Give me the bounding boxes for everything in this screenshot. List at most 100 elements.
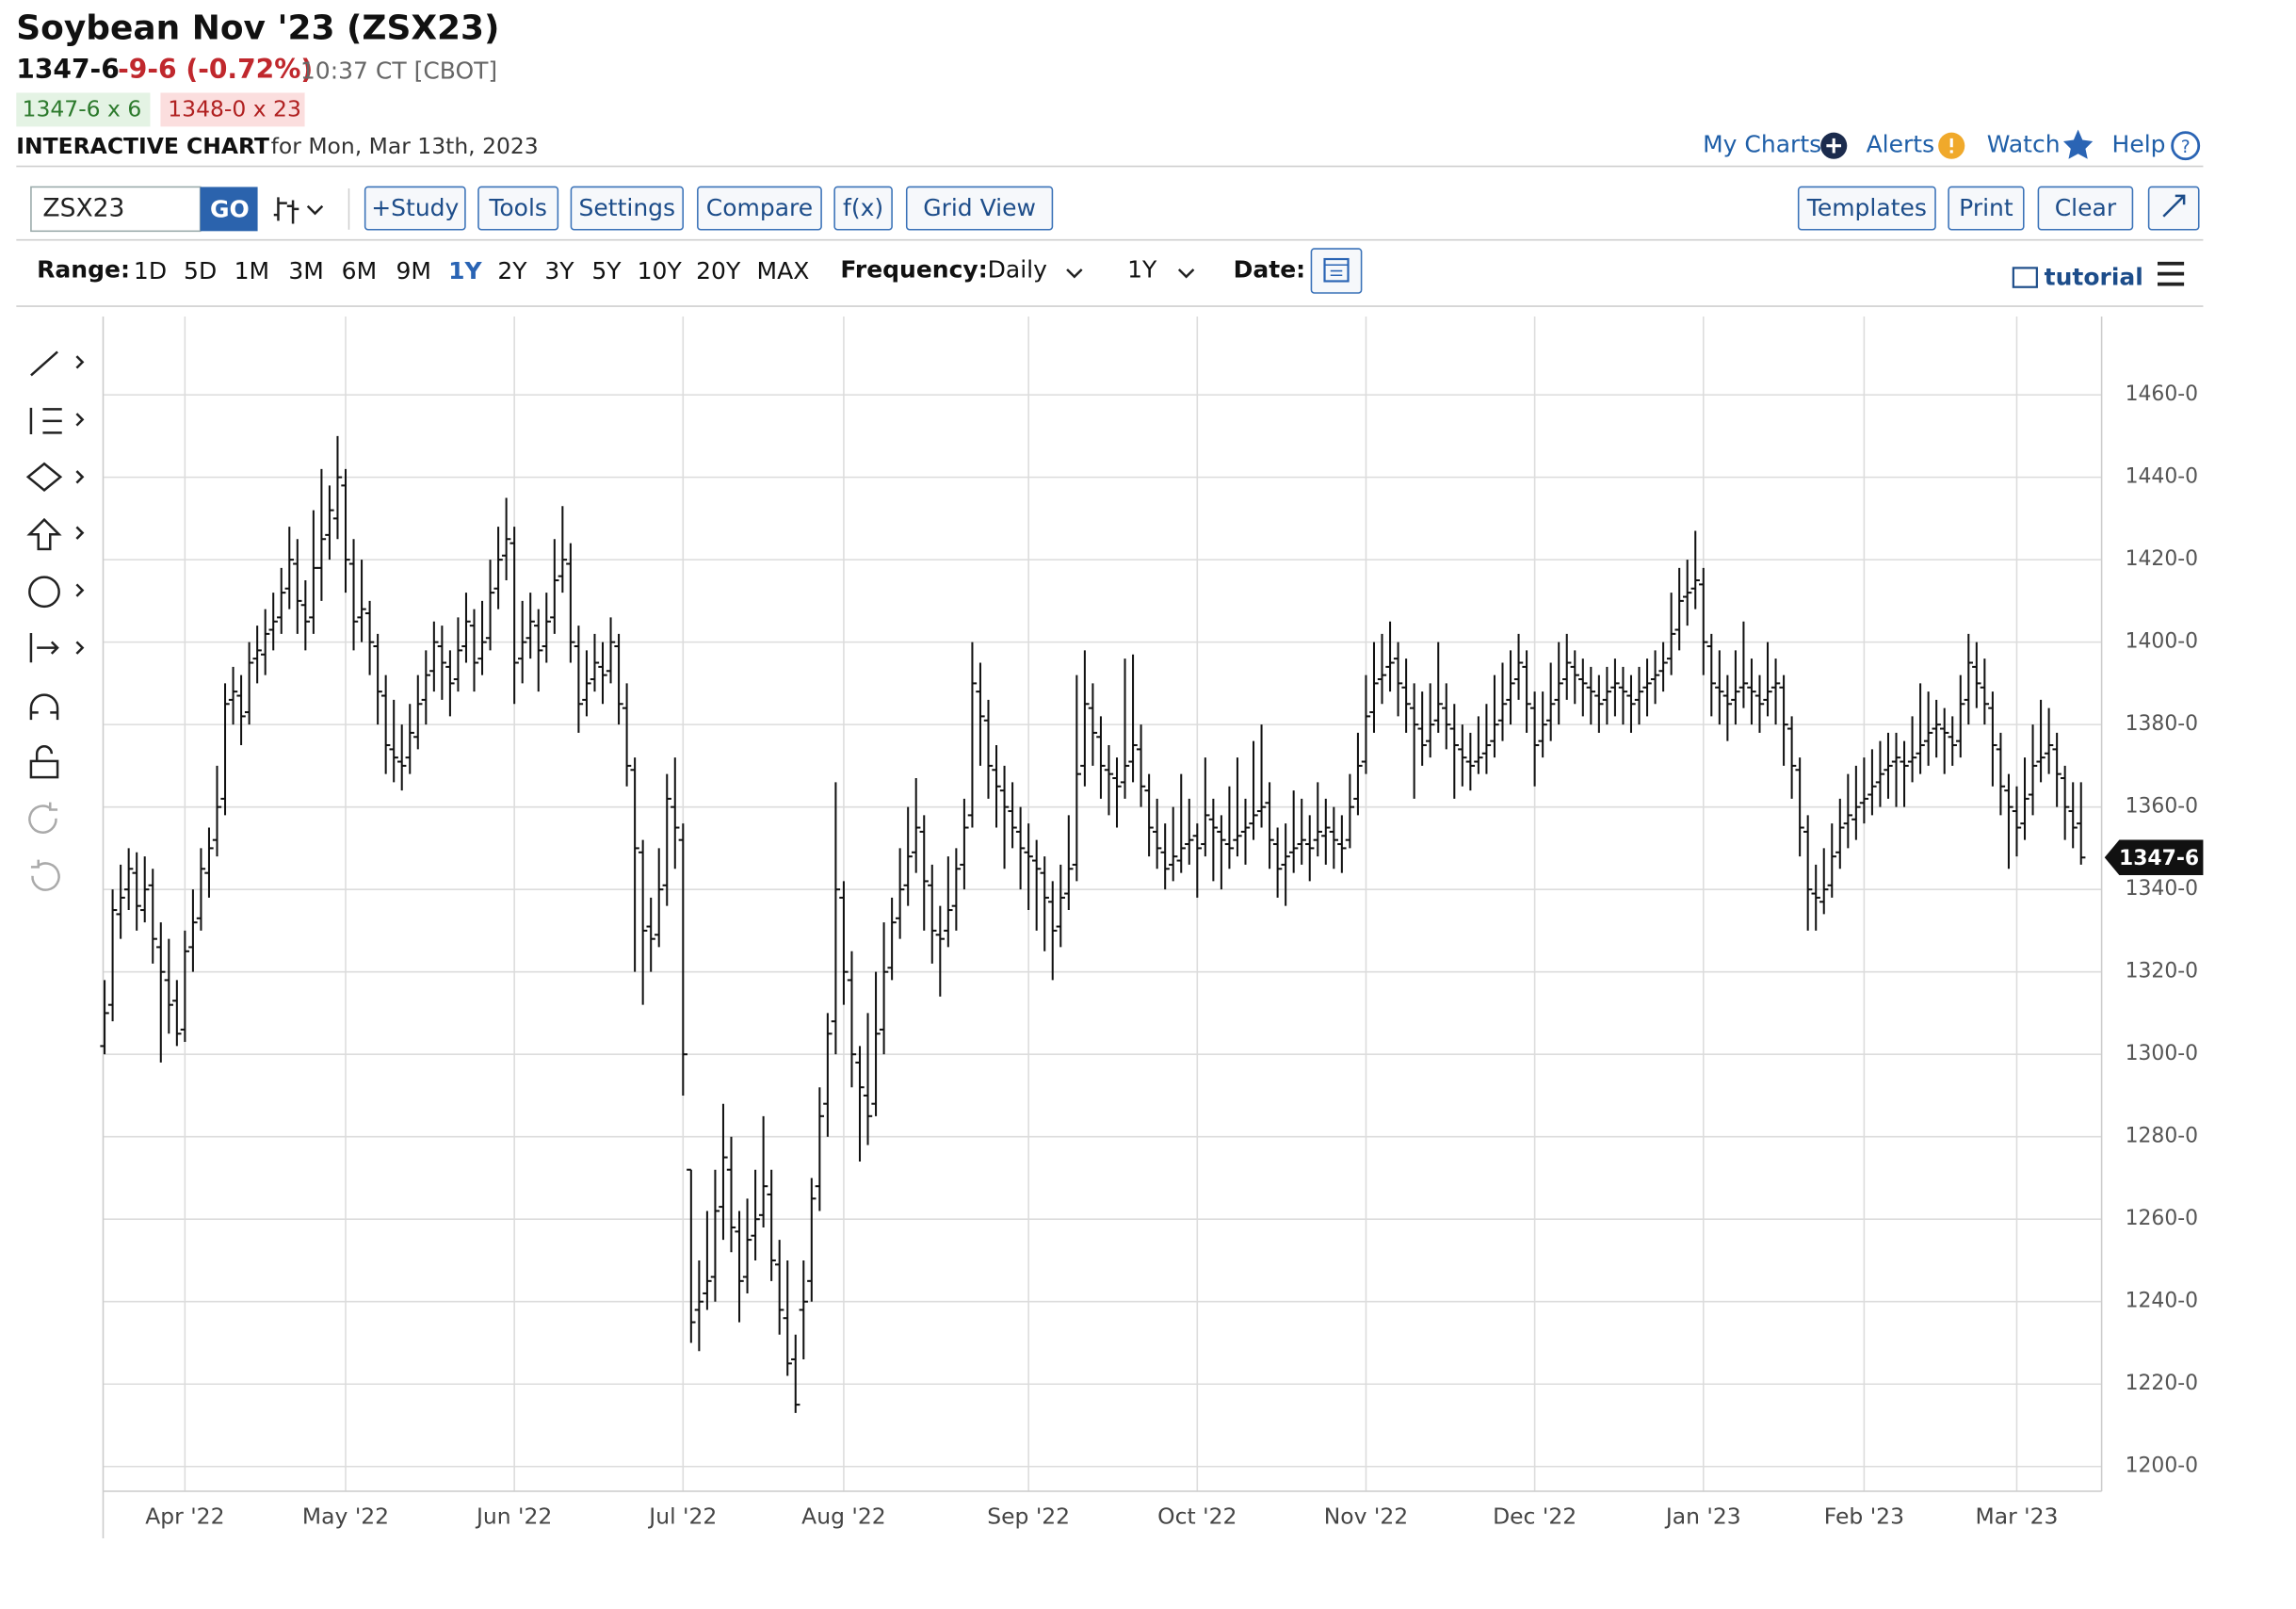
toolbar-button[interactable] bbox=[477, 186, 559, 231]
period-value[interactable]: 1Y bbox=[1127, 256, 1157, 284]
measure-tool[interactable] bbox=[29, 632, 59, 663]
range-option[interactable]: 10Y bbox=[638, 257, 683, 284]
help-glyph: ? bbox=[2181, 138, 2191, 157]
y-tick-label: 1240-0 bbox=[2126, 1290, 2198, 1313]
chevron[interactable] bbox=[1066, 268, 1083, 279]
date-label: Date: bbox=[1234, 256, 1306, 284]
x-tick-label: May '22 bbox=[302, 1503, 389, 1530]
calendar-grid bbox=[1324, 264, 1349, 277]
toolbar-button[interactable] bbox=[570, 186, 684, 231]
toolbar-button[interactable] bbox=[833, 186, 893, 231]
go-button[interactable] bbox=[200, 187, 258, 232]
tutorial-icon bbox=[2012, 267, 2038, 288]
annotation-tool[interactable] bbox=[28, 576, 60, 609]
toolbar-button[interactable] bbox=[697, 186, 822, 231]
toolbar-button[interactable] bbox=[1797, 186, 1936, 231]
trendline-tool[interactable] bbox=[30, 350, 58, 377]
symbol-value: ZSX23 bbox=[42, 193, 124, 222]
toolbar-button[interactable] bbox=[905, 186, 1054, 231]
y-tick-label: 1360-0 bbox=[2126, 795, 2198, 819]
chevron[interactable] bbox=[1177, 268, 1195, 279]
magnet-tool[interactable] bbox=[29, 693, 59, 721]
title: Soybean Nov '23 (ZSX23) bbox=[16, 8, 499, 47]
y-tick-label: 1320-0 bbox=[2126, 960, 2198, 983]
y-tick-label: 1280-0 bbox=[2126, 1125, 2198, 1148]
range-option[interactable]: 3M bbox=[288, 257, 323, 284]
y-tick-label: 1260-0 bbox=[2126, 1207, 2198, 1230]
chart-date: for Mon, Mar 13th, 2023 bbox=[271, 133, 539, 159]
expand-button[interactable] bbox=[2147, 186, 2200, 231]
button-label: f(x) bbox=[843, 194, 883, 221]
help-link[interactable]: Help bbox=[2112, 131, 2166, 158]
chart-label: INTERACTIVE CHART bbox=[16, 133, 269, 159]
drawing-tools bbox=[25, 350, 85, 891]
range-option[interactable]: 5D bbox=[184, 257, 217, 284]
chart-type-icon[interactable] bbox=[273, 197, 299, 224]
button-label: Templates bbox=[1806, 194, 1927, 221]
range-option[interactable]: 5Y bbox=[591, 257, 622, 284]
button-label: +Study bbox=[371, 194, 459, 221]
range-option[interactable]: MAX bbox=[757, 257, 810, 284]
fib-tool[interactable] bbox=[29, 407, 62, 434]
alerts-link[interactable]: Alerts bbox=[1867, 131, 1935, 158]
chevron bbox=[306, 204, 324, 216]
range-option[interactable]: 1M bbox=[234, 257, 269, 284]
price-change: -9-6 (-0.72%) bbox=[118, 54, 313, 85]
help-icon[interactable] bbox=[2171, 131, 2201, 161]
button-label: Clear bbox=[2055, 194, 2117, 221]
button-label: Grid View bbox=[923, 194, 1036, 221]
redo[interactable] bbox=[30, 859, 60, 891]
x-tick-label: Oct '22 bbox=[1157, 1503, 1237, 1530]
y-tick-label: 1420-0 bbox=[2126, 547, 2198, 571]
watch-link[interactable]: Watch bbox=[1987, 131, 2061, 158]
button-label: Tools bbox=[488, 194, 547, 221]
range-option[interactable]: 2Y bbox=[497, 257, 527, 284]
menu-icon[interactable] bbox=[2157, 261, 2185, 286]
frequency-label: Frequency: bbox=[840, 256, 987, 284]
range-option[interactable]: 3Y bbox=[544, 257, 574, 284]
calendar-icon bbox=[1323, 257, 1350, 283]
last-price: 1347-6 bbox=[16, 54, 119, 85]
bid-box bbox=[16, 92, 151, 127]
lock-tool[interactable] bbox=[29, 759, 59, 779]
arrow-tool[interactable] bbox=[26, 517, 62, 551]
y-tick-label: 1220-0 bbox=[2126, 1372, 2198, 1395]
range-option[interactable]: 6M bbox=[342, 257, 377, 284]
x-tick-label: Jun '22 bbox=[475, 1503, 552, 1530]
lock-shackle bbox=[35, 745, 54, 761]
quote-time: 10:37 CT [CBOT] bbox=[300, 57, 497, 85]
my-charts-link[interactable]: My Charts bbox=[1703, 131, 1821, 158]
range-option[interactable]: 20Y bbox=[696, 257, 741, 284]
toolbar-button[interactable] bbox=[364, 186, 466, 231]
ask: 1348-0 x 23 bbox=[168, 96, 301, 122]
y-tick-label: 1340-0 bbox=[2126, 877, 2198, 901]
toolbar-button[interactable] bbox=[1948, 186, 2025, 231]
ask-box bbox=[160, 92, 305, 127]
range-option[interactable]: 1D bbox=[134, 257, 167, 284]
frequency-value[interactable]: Daily bbox=[988, 256, 1047, 284]
tutorial-link[interactable]: tutorial bbox=[2045, 263, 2143, 290]
x-tick-label: Nov '22 bbox=[1324, 1503, 1408, 1530]
undo[interactable] bbox=[28, 802, 58, 834]
y-tick-label: 1200-0 bbox=[2126, 1455, 2198, 1478]
button-label: Print bbox=[1959, 194, 2013, 221]
y-tick-label: 1380-0 bbox=[2126, 712, 2198, 736]
toolbar-button[interactable] bbox=[2037, 186, 2134, 231]
range-option[interactable]: 1Y bbox=[448, 257, 482, 284]
x-tick-label: Aug '22 bbox=[801, 1503, 885, 1530]
bid: 1347-6 x 6 bbox=[23, 96, 142, 122]
tool-chevrons[interactable] bbox=[75, 355, 85, 655]
x-tick-label: Mar '23 bbox=[1976, 1503, 2059, 1530]
watch-icon[interactable] bbox=[2062, 129, 2094, 159]
shape-tool[interactable] bbox=[25, 462, 63, 492]
x-tick-label: Jul '22 bbox=[647, 1503, 717, 1530]
y-tick-label: 1460-0 bbox=[2126, 382, 2198, 406]
x-tick-label: Apr '22 bbox=[145, 1503, 224, 1530]
x-tick-label: Feb '23 bbox=[1824, 1503, 1904, 1530]
range-option[interactable]: 9M bbox=[396, 257, 430, 284]
last-price-label: 1347-6 bbox=[2119, 847, 2199, 870]
last-price-marker bbox=[2104, 839, 2204, 876]
